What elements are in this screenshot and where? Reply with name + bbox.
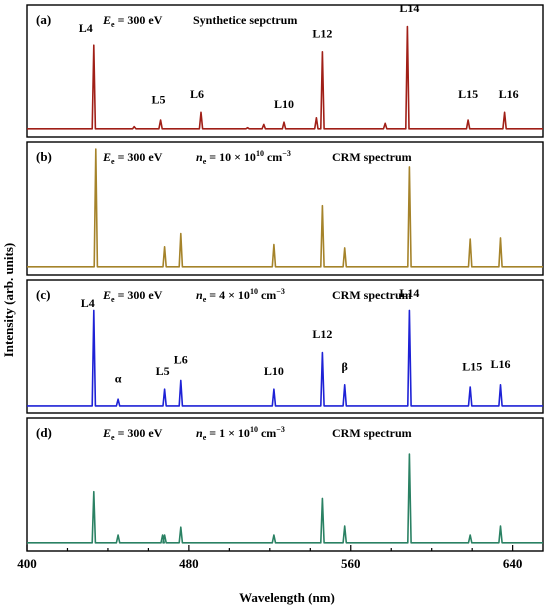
- spectrum-line: [27, 309, 543, 407]
- peak-label: L15: [462, 359, 482, 373]
- energy-label: Ee = 300 eV: [102, 13, 163, 29]
- peak-label: L5: [156, 364, 170, 378]
- peak-label: L15: [458, 87, 478, 101]
- x-tick-label: 640: [503, 556, 523, 571]
- panels: (a) Ee = 300 eV Synthetice sepctrum L4 L5 L6 L…: [26, 1, 544, 552]
- peak-label: L5: [151, 93, 165, 107]
- peak-label: β: [342, 359, 348, 373]
- energy-label: Ee = 300 eV: [102, 150, 163, 166]
- peak-label: L4: [79, 21, 93, 35]
- x-tick-label: 560: [341, 556, 361, 571]
- spectrum-line: [27, 148, 543, 268]
- panel-tag: (a): [36, 12, 51, 27]
- peak-label: L12: [312, 327, 332, 341]
- peak-label: L16: [490, 357, 510, 371]
- peak-label: L6: [174, 353, 188, 367]
- panel-title: CRM spectrum: [332, 150, 412, 164]
- panel-frame: [26, 417, 544, 552]
- panel-tag: (d): [36, 425, 52, 440]
- energy-label: Ee = 300 eV: [102, 288, 163, 304]
- panel-frame: [26, 4, 544, 138]
- peak-label: L12: [312, 27, 332, 41]
- x-tick-label: 480: [179, 556, 199, 571]
- spectrum-line: [27, 453, 543, 544]
- peak-label: α: [115, 372, 122, 386]
- peak-label: L4: [81, 296, 95, 310]
- x-axis-label: Wavelength (nm): [239, 590, 335, 605]
- peak-label: L14: [399, 286, 419, 300]
- x-axis: 400 480 560 640: [17, 545, 522, 571]
- density-label: ne = 4 × 1010 cm−3: [196, 287, 285, 304]
- peak-label: L10: [274, 97, 294, 111]
- panel-title: CRM spectrum: [332, 426, 412, 440]
- x-tick-label: 400: [17, 556, 37, 571]
- peak-label: L6: [190, 87, 204, 101]
- panel-title: CRM spectrum: [332, 288, 412, 302]
- peak-label: L14: [399, 1, 419, 15]
- density-label: ne = 10 × 1010 cm−3: [196, 149, 291, 166]
- panel: (b) Ee = 300 eV ne = 10 × 1010 cm−3 CRM spe…: [26, 141, 544, 276]
- spectrum-line: [27, 25, 543, 130]
- panel-tag: (c): [36, 287, 50, 302]
- density-label: ne = 1 × 1010 cm−3: [196, 425, 285, 442]
- y-axis-label: Intensity (arb. units): [1, 243, 16, 358]
- panel: (d) Ee = 300 eV ne = 1 × 1010 cm−3 CRM spec…: [26, 417, 544, 552]
- panel: (c) Ee = 300 eV ne = 4 × 1010 cm−3 CRM spec…: [26, 279, 544, 414]
- panel-title: Synthetice sepctrum: [193, 13, 297, 27]
- peak-label: L16: [499, 87, 519, 101]
- energy-label: Ee = 300 eV: [102, 426, 163, 442]
- panel-frame: [26, 279, 544, 414]
- panel: (a) Ee = 300 eV Synthetice sepctrum L4 L5 L6 L…: [26, 1, 544, 138]
- panel-frame: [26, 141, 544, 276]
- panel-tag: (b): [36, 149, 52, 164]
- peak-label: L10: [264, 364, 284, 378]
